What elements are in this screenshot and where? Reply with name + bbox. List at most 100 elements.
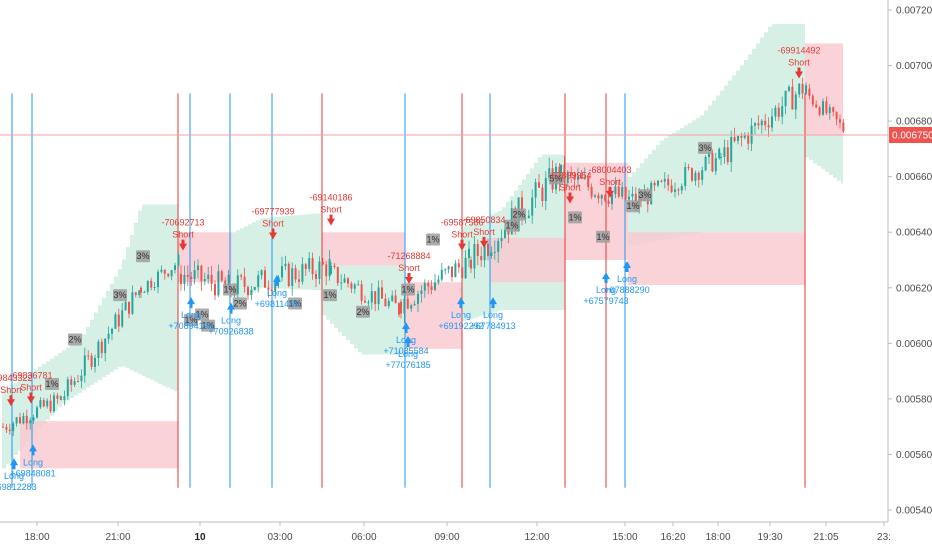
percent-badge-label: 3% <box>136 251 149 261</box>
price-tick-label: 0.00700000 <box>896 61 932 72</box>
candle-body <box>32 417 35 421</box>
short-arrow-icon <box>566 192 574 204</box>
candle-body <box>210 274 213 284</box>
candle-body <box>190 276 193 279</box>
candle-body <box>674 189 676 192</box>
candle-body <box>104 338 107 354</box>
candle-body <box>767 125 770 128</box>
trade-signals: -69843322Short-69836781Short-70692713Sho… <box>0 45 821 492</box>
percent-badge-label: 1% <box>626 201 639 211</box>
long-signal[interactable]: Long+70926838 <box>208 302 254 337</box>
candle-body <box>410 305 413 309</box>
candle-body <box>343 278 346 283</box>
candle-body <box>757 123 760 126</box>
candle-body <box>56 395 59 399</box>
candle-body <box>680 186 683 191</box>
long-signal[interactable]: Long+77076185 <box>385 336 431 370</box>
price-tick-label: 0.00540000 <box>896 506 932 517</box>
candle-body <box>497 240 500 252</box>
long-signal[interactable]: Long+67784913 <box>470 297 516 331</box>
candle-body <box>507 229 510 235</box>
long-signal-value: +67888290 <box>604 285 649 295</box>
time-axis[interactable]: 18:00 21:00 10 03:00 06:00 09:00 12:00 15:00 16:… <box>0 521 932 550</box>
short-signal[interactable]: -70692713 Short <box>161 218 205 251</box>
percent-badge-label: 3% <box>698 143 711 153</box>
long-signal[interactable]: Long+70894196 <box>168 297 214 331</box>
long-signal[interactable]: Long+69812283 <box>0 458 37 492</box>
long-signal-value: +70926838 <box>208 327 253 337</box>
candle-body <box>367 302 370 304</box>
candle-body <box>270 289 273 292</box>
candle-body <box>384 298 387 307</box>
short-signal[interactable]: -69777939 Short <box>251 207 295 240</box>
candle-body <box>493 251 496 253</box>
long-arrow-icon <box>623 261 631 272</box>
short-signal[interactable]: -68004403 Short <box>588 165 632 198</box>
price-tick-label: 0.00560000 <box>896 450 932 461</box>
short-signal[interactable]: -69140186 Short <box>309 193 353 226</box>
short-signal[interactable]: -69587586 Short <box>440 218 484 251</box>
candle-body <box>808 88 811 96</box>
short-arrow-icon <box>179 239 187 251</box>
short-signal[interactable]: -69836781 Short <box>9 370 53 404</box>
percent-badge-bg <box>136 250 150 263</box>
candle-body <box>394 295 397 304</box>
candle-body <box>737 135 739 141</box>
candle-body <box>90 355 93 367</box>
short-signal[interactable]: -69914492 Short <box>777 45 821 79</box>
candle-body <box>454 263 457 278</box>
candle-body <box>842 122 845 132</box>
short-signal[interactable]: -69843322 Short <box>0 373 33 407</box>
time-tick-label: 09:00 <box>434 532 459 543</box>
candle-body <box>387 300 390 307</box>
short-signal[interactable]: -69850834 Short <box>462 215 506 248</box>
candle-body <box>500 237 503 241</box>
candle-body <box>146 280 149 292</box>
candle-body <box>264 270 266 288</box>
candle-body <box>224 280 227 286</box>
candle-body <box>544 178 547 201</box>
short-signal-label: Short <box>451 230 473 240</box>
short-signal[interactable]: -71268884 Short <box>387 251 431 284</box>
candle-body <box>350 283 353 289</box>
long-signal[interactable]: Long+67579743 <box>583 272 629 306</box>
price-axis[interactable]: 0.00720000 0.00700000 0.00680000 0.00660000… <box>887 0 932 522</box>
long-signal-value: +77076185 <box>385 360 430 370</box>
short-signal[interactable]: -67899954 Short <box>548 170 592 204</box>
long-signal[interactable]: Long+67888290 <box>604 261 650 295</box>
candle-body <box>253 287 256 290</box>
candle-body <box>527 215 530 219</box>
candle-body <box>143 291 146 293</box>
long-signal[interactable]: Long+69848081 <box>10 444 56 478</box>
candle-body <box>621 186 624 197</box>
long-arrow-icon <box>187 297 195 309</box>
price-tick-label: 0.00620000 <box>896 283 932 294</box>
candle-body <box>377 287 380 305</box>
candle-body <box>577 175 579 180</box>
short-signal-label: Short <box>172 230 194 240</box>
candle-body <box>260 270 263 276</box>
candle-body <box>594 195 596 197</box>
short-arrow-icon <box>480 236 488 248</box>
candle-body <box>791 86 794 110</box>
long-signal[interactable]: Long+69192292 <box>438 297 484 331</box>
candle-body <box>403 298 406 314</box>
long-signal-value: +69192292 <box>438 321 483 331</box>
candle-body <box>430 286 433 290</box>
candle-body <box>464 257 467 279</box>
short-arrow-icon <box>327 214 335 226</box>
candle-body <box>587 177 590 187</box>
long-arrow-icon <box>404 336 412 347</box>
candle-body <box>660 180 663 182</box>
long-signal-label: Long <box>181 310 201 320</box>
long-signal[interactable]: Long+69811450 <box>255 274 300 309</box>
price-axis-bg <box>888 0 932 522</box>
candle-body <box>163 269 166 274</box>
candle-body <box>63 396 66 400</box>
candle-body <box>490 252 493 256</box>
red-band <box>405 282 462 349</box>
percent-badge: 2% <box>512 208 526 221</box>
candle-body <box>128 301 130 314</box>
short-signal-value: -69843322 <box>0 373 33 383</box>
